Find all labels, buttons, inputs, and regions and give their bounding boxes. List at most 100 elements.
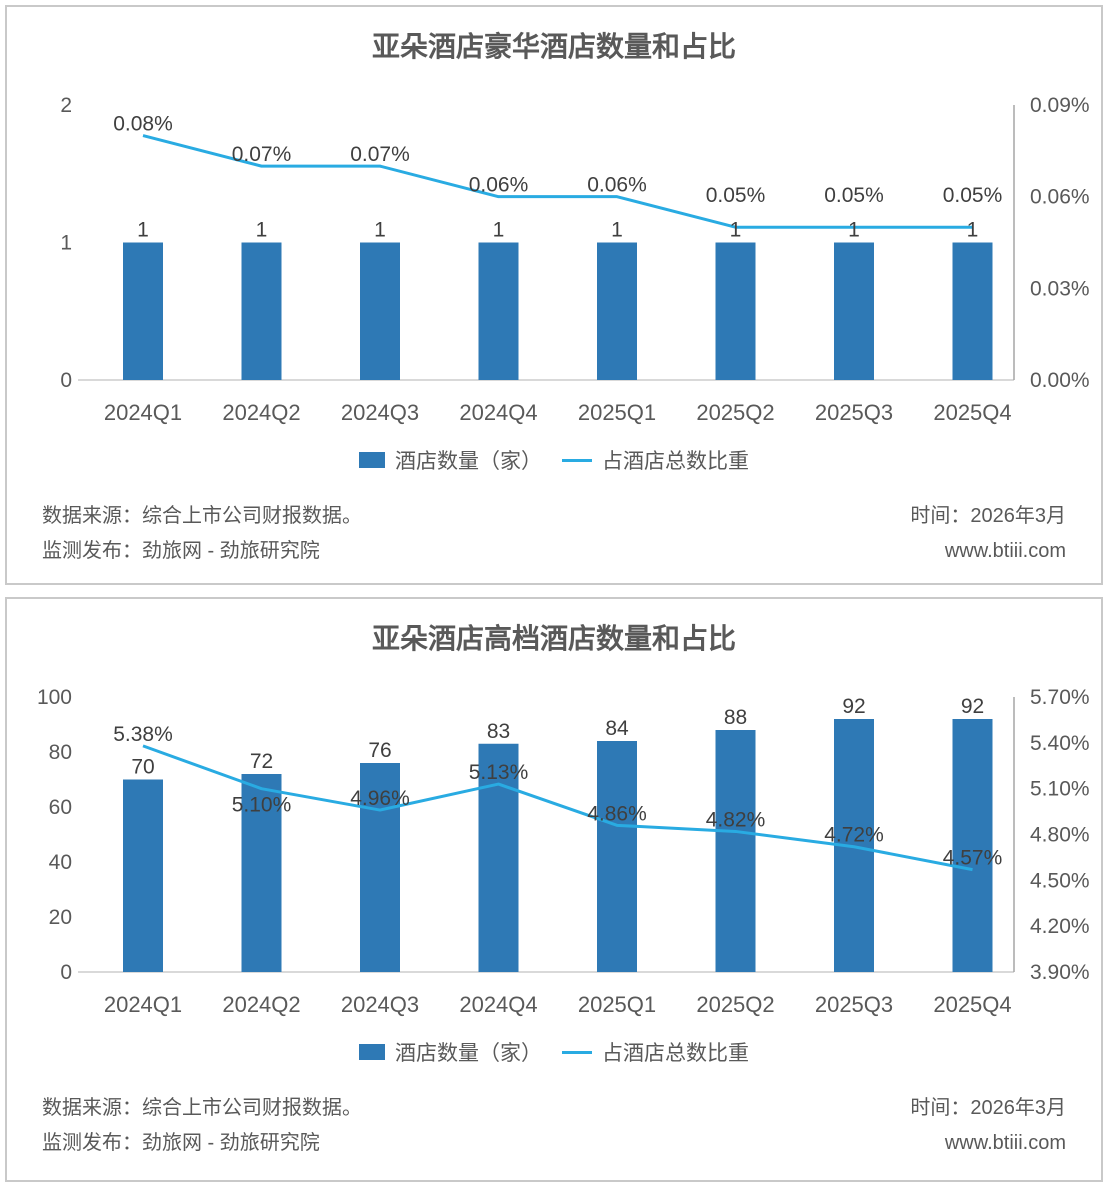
chart-legend: 酒店数量（家） 占酒店总数比重 bbox=[7, 445, 1101, 475]
line-series bbox=[142, 744, 973, 872]
right-axis-tick-label: 3.90% bbox=[1030, 961, 1090, 984]
x-axis-category-label: 2024Q2 bbox=[222, 992, 300, 1017]
right-axis-tick-label: 0.03% bbox=[1030, 277, 1090, 300]
line-value-label: 0.06% bbox=[469, 174, 529, 197]
line-series-swatch-icon bbox=[562, 458, 592, 462]
x-axis-category-label: 2025Q3 bbox=[815, 992, 893, 1017]
bar-value-label: 1 bbox=[256, 219, 268, 242]
line-value-label: 5.10% bbox=[232, 794, 292, 817]
x-axis-category-label: 2024Q1 bbox=[104, 400, 182, 425]
publisher-text: 监测发布：劲旅网 - 劲旅研究院 bbox=[42, 540, 320, 562]
footer-left: 数据来源：综合上市公司财报数据。 监测发布：劲旅网 - 劲旅研究院 bbox=[42, 499, 362, 569]
right-axis-tick-label: 4.20% bbox=[1030, 915, 1090, 938]
left-axis-tick-label: 2 bbox=[60, 94, 72, 117]
data-source-text: 数据来源：综合上市公司财报数据。 bbox=[42, 505, 362, 527]
report-time-text: 时间：2026年3月 bbox=[910, 505, 1066, 527]
bar bbox=[952, 719, 993, 972]
legend-item-share: 占酒店总数比重 bbox=[562, 1037, 749, 1067]
line-value-label: 0.08% bbox=[113, 113, 173, 136]
x-axis-category-label: 2024Q3 bbox=[341, 400, 419, 425]
bar-value-label: 1 bbox=[848, 219, 860, 242]
line-value-label: 0.07% bbox=[232, 143, 292, 166]
upscale-hotels-bar-line-chart: 0 20 40 60 80 100 3.90% 4.20% 4.50% 4.80% 5.10% 5.4… bbox=[37, 686, 1090, 1017]
x-axis-category-label: 2024Q2 bbox=[222, 400, 300, 425]
bar-value-label: 92 bbox=[842, 695, 865, 718]
bar bbox=[241, 774, 282, 972]
bar bbox=[715, 242, 756, 380]
bar-value-label: 1 bbox=[493, 219, 505, 242]
chart-title: 亚朵酒店豪华酒店数量和占比 bbox=[371, 31, 736, 62]
x-axis-category-label: 2025Q4 bbox=[933, 400, 1011, 425]
right-axis-tick-label: 0.06% bbox=[1030, 186, 1090, 209]
chart-footer: 数据来源：综合上市公司财报数据。 监测发布：劲旅网 - 劲旅研究院 时间：202… bbox=[42, 499, 1066, 569]
bar-value-label: 1 bbox=[374, 219, 386, 242]
x-axis-category-label: 2024Q3 bbox=[341, 992, 419, 1017]
bar-value-label: 72 bbox=[250, 750, 273, 773]
line-value-label: 5.13% bbox=[469, 761, 529, 784]
bar bbox=[123, 779, 163, 972]
x-axis-category-label: 2025Q1 bbox=[578, 992, 656, 1017]
left-axis-tick-label: 60 bbox=[49, 796, 72, 819]
legend-item-hotel-count: 酒店数量（家） bbox=[359, 1037, 542, 1067]
x-axis-category-label: 2024Q4 bbox=[459, 992, 537, 1017]
line-value-label: 0.07% bbox=[350, 143, 410, 166]
x-axis-category-label: 2025Q1 bbox=[578, 400, 656, 425]
right-axis-tick-label: 0.09% bbox=[1030, 94, 1090, 117]
bar bbox=[478, 242, 519, 380]
bar bbox=[478, 743, 519, 972]
bar bbox=[360, 242, 400, 380]
bar-value-label: 70 bbox=[131, 756, 154, 779]
bar bbox=[597, 741, 637, 972]
line-value-label: 4.57% bbox=[943, 847, 1003, 870]
bar-value-label: 1 bbox=[730, 219, 742, 242]
bar bbox=[597, 242, 637, 380]
chart-title: 亚朵酒店高档酒店数量和占比 bbox=[371, 623, 736, 654]
line-value-label: 0.05% bbox=[824, 184, 884, 207]
left-axis-tick-label: 40 bbox=[49, 851, 72, 874]
x-axis-category-label: 2024Q4 bbox=[459, 400, 537, 425]
right-axis-tick-label: 5.70% bbox=[1030, 686, 1090, 709]
luxury-hotels-bar-line-chart: 0 1 2 0.00% 0.03% 0.06% 0.09% 2024Q1 2024Q2 2024Q… bbox=[60, 94, 1090, 425]
bar-value-label: 76 bbox=[368, 739, 391, 762]
line-value-label: 4.82% bbox=[706, 808, 766, 831]
bar-series-swatch-icon bbox=[359, 1044, 385, 1060]
x-axis-category-label: 2025Q2 bbox=[696, 992, 774, 1017]
line-value-label: 5.38% bbox=[113, 723, 173, 746]
website-text: www.btiii.com bbox=[944, 540, 1066, 562]
right-axis-tick-label: 4.50% bbox=[1030, 869, 1090, 892]
line-value-label: 4.72% bbox=[824, 824, 884, 847]
x-axis-category-label: 2025Q2 bbox=[696, 400, 774, 425]
legend-item-hotel-count: 酒店数量（家） bbox=[359, 445, 542, 475]
bar bbox=[123, 242, 163, 380]
legend-line-label: 占酒店总数比重 bbox=[602, 450, 749, 473]
bar-value-label: 92 bbox=[961, 695, 984, 718]
left-axis-tick-label: 100 bbox=[37, 686, 72, 709]
chart-legend: 酒店数量（家） 占酒店总数比重 bbox=[7, 1037, 1101, 1067]
bar bbox=[952, 242, 993, 380]
left-axis-tick-label: 0 bbox=[60, 961, 72, 984]
line-value-label: 4.96% bbox=[350, 787, 410, 810]
legend-bar-label: 酒店数量（家） bbox=[395, 450, 542, 473]
bar-value-label: 88 bbox=[724, 706, 747, 729]
bar-value-label: 1 bbox=[611, 219, 623, 242]
footer-right: 时间：2026年3月 www.btiii.com bbox=[910, 499, 1066, 569]
chart-panel-upscale-hotels: 亚朵酒店高档酒店数量和占比 0 20 40 60 80 100 3.90% 4.20% 4.50… bbox=[5, 597, 1103, 1182]
bar-value-label: 1 bbox=[967, 219, 979, 242]
x-axis-category-label: 2025Q4 bbox=[933, 992, 1011, 1017]
bar bbox=[360, 763, 400, 972]
x-axis-category-label: 2024Q1 bbox=[104, 992, 182, 1017]
line-value-label: 4.86% bbox=[587, 802, 647, 825]
right-axis-tick-label: 0.00% bbox=[1030, 369, 1090, 392]
right-axis-tick-label: 5.10% bbox=[1030, 778, 1090, 801]
right-axis-tick-label: 5.40% bbox=[1030, 732, 1090, 755]
left-axis-tick-label: 80 bbox=[49, 741, 72, 764]
legend-item-share: 占酒店总数比重 bbox=[562, 445, 749, 475]
line-series bbox=[142, 134, 973, 229]
footer-right: 时间：2026年3月 www.btiii.com bbox=[910, 1091, 1066, 1161]
report-time-text: 时间：2026年3月 bbox=[910, 1097, 1066, 1119]
publisher-text: 监测发布：劲旅网 - 劲旅研究院 bbox=[42, 1132, 320, 1154]
website-text: www.btiii.com bbox=[944, 1132, 1066, 1154]
bar bbox=[834, 242, 874, 380]
bar-value-label: 84 bbox=[605, 717, 629, 740]
line-value-label: 0.06% bbox=[587, 174, 647, 197]
